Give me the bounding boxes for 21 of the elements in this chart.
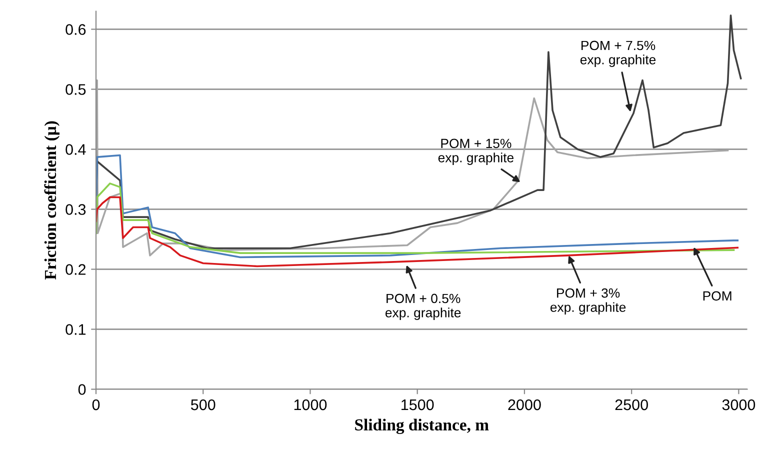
y-tick-label: 0.5 bbox=[66, 84, 86, 95]
annotation: POM + 15% exp. graphite bbox=[438, 138, 514, 165]
x-tick-label: 1000 bbox=[294, 399, 327, 410]
y-tick-label: 0.4 bbox=[66, 144, 86, 155]
annotation: POM + 7.5% exp. graphite bbox=[580, 40, 656, 67]
x-tick-label: 1500 bbox=[402, 399, 434, 410]
y-tick-label: 0.6 bbox=[66, 24, 86, 35]
y-tick-label: 0.3 bbox=[66, 204, 86, 215]
annotation: POM bbox=[703, 291, 732, 301]
y-axis-title: Friction coefficient (μ) bbox=[44, 121, 60, 280]
x-axis-title: Sliding distance, m bbox=[355, 418, 489, 434]
x-tick-label: 3000 bbox=[722, 399, 756, 410]
y-tick-label: 0.2 bbox=[66, 264, 86, 275]
annotation: POM + 0.5% exp. graphite bbox=[386, 294, 461, 320]
x-tick-label: 500 bbox=[190, 399, 216, 410]
x-tick-label: 2500 bbox=[615, 399, 648, 410]
annotation: POM + 3% exp. graphite bbox=[550, 288, 626, 315]
x-tick-label: 2000 bbox=[508, 399, 541, 410]
y-tick-label: 0 bbox=[78, 384, 86, 395]
x-tick-label: 0 bbox=[92, 399, 100, 410]
y-tick-label: 0.1 bbox=[66, 324, 86, 335]
